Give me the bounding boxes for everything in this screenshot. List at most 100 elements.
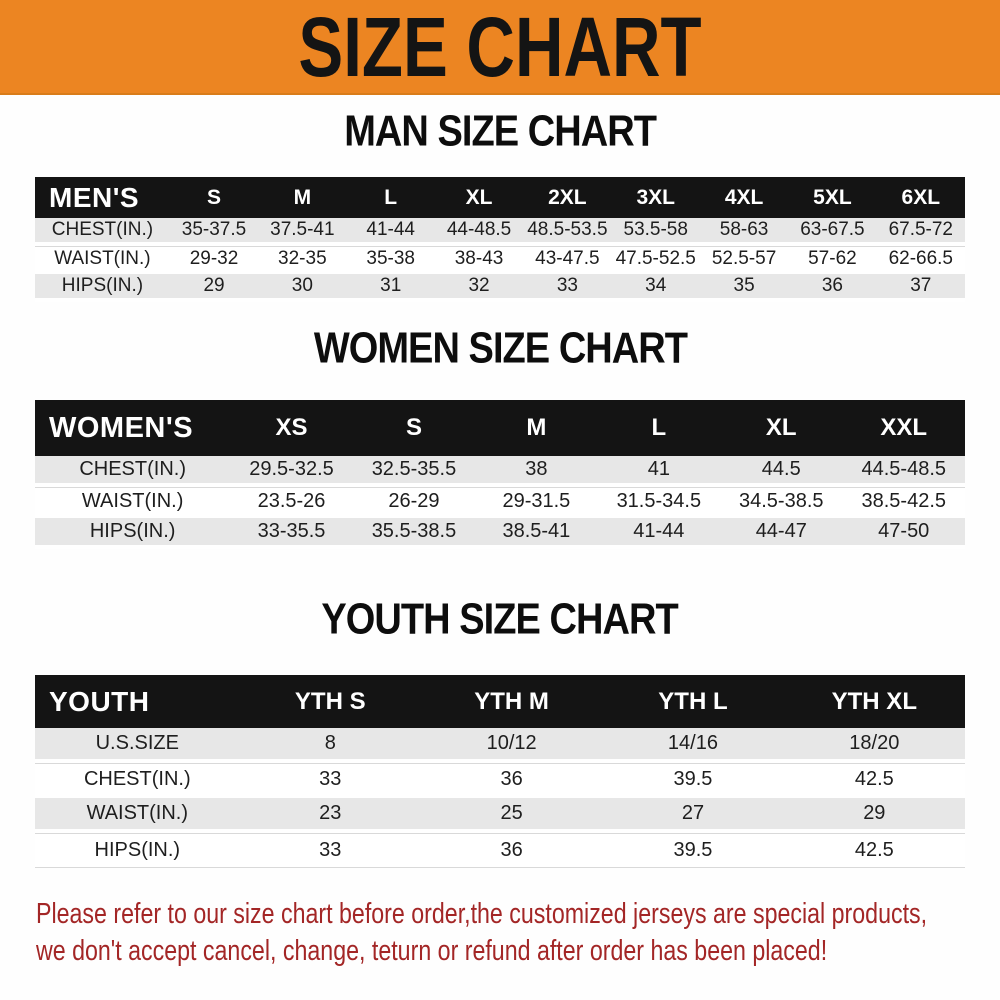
size-cell: 33 (523, 274, 612, 302)
column-header: 2XL (548, 185, 587, 209)
size-cell: 31 (346, 274, 435, 302)
column-header: S (405, 414, 422, 441)
size-cell: 31.5-34.5 (597, 487, 721, 518)
size-cell: 29 (783, 798, 965, 833)
size-cell: 37.5-41 (258, 218, 347, 246)
size-cell: 35 (699, 274, 789, 302)
column-header: XXL (880, 414, 928, 441)
column-header: XS (275, 414, 308, 441)
table-row: WAIST(IN.) 29-32 32-35 35-38 38-43 43-47.5 47.… (35, 246, 965, 274)
women-section-heading: WOMEN SIZE CHART (0, 302, 1000, 400)
youth-size-table: YOUTH YTH S YTH M YTH L YTH XL U.S.SIZE 8 10/12… (35, 675, 965, 868)
table-title-cell: WOMEN'S (49, 411, 194, 444)
row-label: HIPS(IN.) (35, 518, 231, 549)
column-header: 4XL (724, 185, 764, 209)
size-cell: 35.5-38.5 (352, 518, 476, 549)
column-header: YTH M (474, 687, 549, 715)
row-label: CHEST(IN.) (35, 218, 170, 246)
size-cell: 32.5-35.5 (352, 456, 476, 487)
size-cell: 34.5-38.5 (720, 487, 843, 518)
size-cell: 36 (420, 763, 603, 798)
size-cell: 36 (420, 833, 603, 868)
table-row: WAIST(IN.) 23 25 27 29 (35, 798, 965, 833)
column-header: 5XL (813, 185, 852, 209)
size-cell: 33 (239, 763, 421, 798)
table-title-cell: YOUTH (49, 685, 150, 717)
table-title-cell: MEN'S (49, 181, 140, 213)
column-header: YTH S (294, 687, 366, 715)
size-cell: 63-67.5 (788, 218, 877, 246)
youth-section-heading: YOUTH SIZE CHART (0, 549, 1000, 675)
size-cell: 37 (876, 274, 965, 302)
column-header: YTH XL (831, 687, 917, 715)
column-header: 3XL (636, 185, 675, 209)
footnote-line-2: we don't accept cancel, change, teturn o… (36, 935, 828, 967)
table-row: CHEST(IN.) 35-37.5 37.5-41 41-44 44-48.5 48.5… (35, 218, 965, 246)
column-header: 6XL (901, 185, 941, 209)
row-label: WAIST(IN.) (35, 487, 231, 518)
size-cell: 27 (602, 798, 784, 833)
youth-heading-text: YOUTH SIZE CHART (321, 594, 679, 644)
size-cell: 57-62 (788, 246, 877, 274)
table-row: HIPS(IN.) 33 36 39.5 42.5 (35, 833, 965, 868)
size-cell: 53.5-58 (611, 218, 700, 246)
size-cell: 44.5 (720, 456, 843, 487)
size-chart-banner: SIZE CHART (0, 0, 1000, 95)
men-section-heading: MAN SIZE CHART (0, 95, 1000, 177)
size-cell: 41-44 (346, 218, 435, 246)
table-row: HIPS(IN.) 29 30 31 32 33 34 35 36 37 (35, 274, 965, 302)
size-cell: 44-47 (720, 518, 843, 549)
size-cell: 29-32 (169, 246, 259, 274)
size-cell: 33-35.5 (230, 518, 353, 549)
row-label: U.S.SIZE (35, 728, 240, 763)
size-cell: 32-35 (258, 246, 347, 274)
size-cell: 25 (420, 798, 603, 833)
size-cell: 43-47.5 (523, 246, 612, 274)
size-cell: 35-37.5 (169, 218, 259, 246)
men-size-table: MEN'S S M L XL 2XL 3XL 4XL 5XL 6XL CHEST(IN.) 35-37… (35, 177, 965, 302)
column-header: XL (465, 185, 493, 209)
row-label: WAIST(IN.) (35, 246, 170, 274)
column-header: YTH L (658, 687, 728, 715)
footnote: Please refer to our size chart before or… (0, 868, 1000, 970)
size-cell: 35-38 (346, 246, 435, 274)
women-section: WOMEN SIZE CHART WOMEN'S XS S M L XL XXL CHEST(… (0, 302, 1000, 549)
size-cell: 10/12 (420, 728, 603, 763)
table-row: HIPS(IN.) 33-35.5 35.5-38.5 38.5-41 41-44 44-… (35, 518, 965, 549)
women-size-table: WOMEN'S XS S M L XL XXL CHEST(IN.) 29.5-32.5 32.5… (35, 400, 965, 549)
size-cell: 38.5-42.5 (842, 487, 965, 518)
column-header: M (293, 185, 312, 209)
column-header: M (526, 414, 547, 441)
table-header-row: MEN'S S M L XL 2XL 3XL 4XL 5XL 6XL (35, 177, 965, 218)
size-cell: 23.5-26 (230, 487, 353, 518)
size-cell: 26-29 (352, 487, 476, 518)
table-header-row: YOUTH YTH S YTH M YTH L YTH XL (35, 675, 965, 728)
size-cell: 42.5 (783, 763, 965, 798)
size-cell: 41 (597, 456, 721, 487)
size-cell: 38-43 (434, 246, 524, 274)
size-cell: 29 (169, 274, 259, 302)
size-cell: 67.5-72 (876, 218, 965, 246)
footnote-line-1: Please refer to our size chart before or… (36, 898, 928, 930)
size-cell: 32 (434, 274, 524, 302)
row-label: CHEST(IN.) (35, 456, 231, 487)
size-cell: 44.5-48.5 (842, 456, 965, 487)
row-label: HIPS(IN.) (35, 833, 240, 868)
size-cell: 29-31.5 (475, 487, 598, 518)
size-cell: 33 (239, 833, 421, 868)
table-row: CHEST(IN.) 29.5-32.5 32.5-35.5 38 41 44.5 44.5… (35, 456, 965, 487)
size-cell: 38.5-41 (475, 518, 598, 549)
table-row: CHEST(IN.) 33 36 39.5 42.5 (35, 763, 965, 798)
column-header: L (384, 185, 398, 209)
size-cell: 44-48.5 (434, 218, 524, 246)
size-cell: 18/20 (783, 728, 965, 763)
size-cell: 41-44 (597, 518, 721, 549)
banner-title: SIZE CHART (298, 0, 702, 94)
size-cell: 62-66.5 (876, 246, 965, 274)
table-row: WAIST(IN.) 23.5-26 26-29 29-31.5 31.5-34.5 34… (35, 487, 965, 518)
women-heading-text: WOMEN SIZE CHART (313, 323, 687, 373)
row-label: CHEST(IN.) (35, 763, 240, 798)
size-cell: 48.5-53.5 (523, 218, 612, 246)
size-cell: 47.5-52.5 (611, 246, 700, 274)
